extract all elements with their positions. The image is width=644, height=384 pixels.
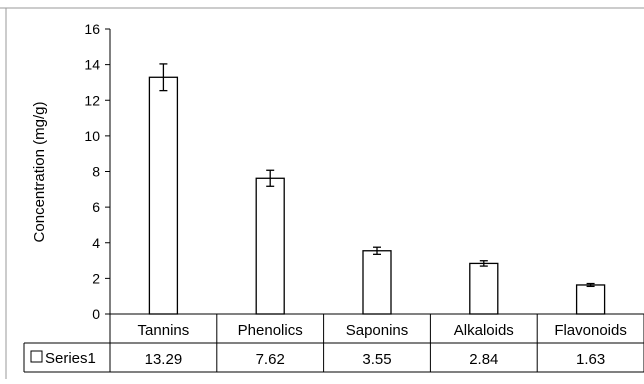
y-tick-label: 14 bbox=[84, 57, 100, 73]
legend-series-name: Series1 bbox=[45, 350, 96, 367]
bar bbox=[148, 76, 179, 315]
y-tick-label: 0 bbox=[92, 306, 100, 322]
y-tick-label: 12 bbox=[84, 92, 100, 108]
data-label: 3.55 bbox=[362, 351, 391, 368]
data-table: Tannins 13.29 Phenolics 7.62 Saponins 3.55 Alk… bbox=[23, 313, 644, 373]
data-label: 1.63 bbox=[576, 351, 605, 368]
x-tick-label: Phenolics bbox=[238, 322, 303, 339]
y-tick-label: 6 bbox=[92, 199, 100, 215]
legend-key bbox=[30, 350, 43, 363]
y-tick-label: 8 bbox=[92, 164, 100, 180]
y-tick-label: 16 bbox=[84, 21, 100, 37]
bar bbox=[255, 177, 285, 315]
x-tick-label: Alkaloids bbox=[454, 322, 514, 339]
data-label: 2.84 bbox=[469, 351, 498, 368]
y-axis: 0 2 4 6 8 10 12 14 16 bbox=[84, 21, 111, 322]
y-tick-label: 10 bbox=[84, 128, 100, 144]
bar bbox=[469, 262, 499, 315]
data-label: 13.29 bbox=[145, 351, 183, 368]
y-tick-label: 2 bbox=[92, 270, 100, 286]
bar bbox=[575, 284, 606, 315]
bars-group bbox=[148, 63, 606, 315]
y-tick-label: 4 bbox=[92, 235, 100, 251]
y-axis-label: Concentration (mg/g) bbox=[31, 102, 48, 243]
x-tick-label: Saponins bbox=[346, 322, 409, 339]
data-label: 7.62 bbox=[256, 351, 285, 368]
x-tick-label: Flavonoids bbox=[554, 322, 627, 339]
x-tick-label: Tannins bbox=[138, 322, 190, 339]
bar bbox=[362, 250, 392, 315]
